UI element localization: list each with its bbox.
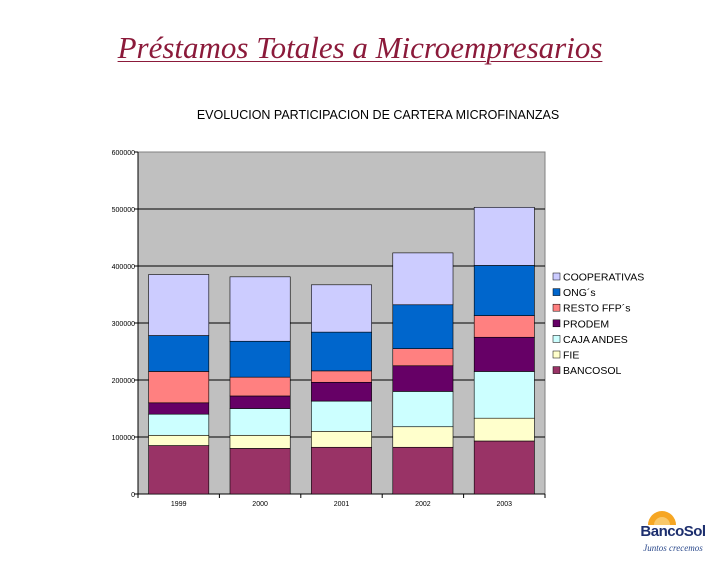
bancosol-logo: BancoSol Juntos crecemos: [630, 505, 716, 565]
x-tick-label-2000: 2000: [252, 501, 268, 508]
legend-label-bancosol: BANCOSOL: [563, 365, 622, 377]
y-tick-label: 200000: [112, 378, 135, 385]
legend-label-caja-andes: CAJA ANDES: [563, 334, 628, 346]
bar-segment-bancosol-2001: [311, 446, 372, 495]
legend-box: [549, 267, 659, 383]
bar-segment-cooperativas-2000: [229, 276, 291, 342]
legend-label-resto-ffp-s: RESTO FFP´s: [563, 303, 630, 315]
bar-segment-ong-s-1999: [148, 335, 210, 372]
logo-slogan: Juntos crecemos: [643, 543, 703, 553]
bar-segment-resto-ffp-s-2002: [392, 348, 454, 367]
x-tick-label-2003: 2003: [497, 501, 513, 508]
bar-segment-resto-ffp-s-2000: [229, 376, 291, 397]
legend-label-cooperativas: COOPERATIVAS: [563, 272, 644, 284]
sun-icon: [648, 511, 676, 525]
slide-title: Préstamos Totales a Microempresarios: [117, 30, 603, 65]
bar-segment-bancosol-2002: [392, 446, 454, 495]
bar-segment-ong-s-2003: [473, 265, 535, 316]
x-tick-label-1999: 1999: [171, 501, 187, 508]
y-tick-label: 400000: [112, 264, 135, 271]
bar-segment-cooperativas-2003: [473, 206, 535, 266]
legend-label-fie: FIE: [563, 350, 579, 362]
bar-segment-fie-2000: [229, 434, 291, 449]
chart-title: EVOLUCION PARTICIPACION DE CARTERA MICRO…: [196, 108, 560, 122]
legend-swatch-prodem: [552, 319, 561, 328]
legend-swatch-resto-ffp-s: [552, 303, 561, 312]
bar-segment-fie-1999: [148, 434, 210, 446]
bar-segment-fie-2001: [311, 430, 372, 448]
bar-segment-cooperativas-2002: [392, 252, 454, 306]
legend-label-prodem: PRODEM: [563, 318, 609, 330]
bar-segment-caja-andes-2003: [473, 371, 535, 419]
bar-segment-fie-2003: [473, 417, 535, 442]
x-tick-label-2001: 2001: [334, 501, 350, 508]
bar-segment-caja-andes-2001: [311, 400, 372, 432]
legend-swatch-cooperativas: [552, 272, 561, 281]
legend-swatch-ong-s: [552, 288, 561, 296]
bar-segment-prodem-2001: [311, 381, 372, 402]
y-tick-label: 100000: [112, 435, 135, 442]
bar-segment-prodem-2000: [229, 395, 291, 409]
bar-segment-resto-ffp-s-2001: [311, 370, 372, 383]
bar-segment-ong-s-2002: [392, 304, 454, 349]
bar-segment-prodem-1999: [148, 402, 210, 415]
legend-swatch-fie: [552, 350, 561, 359]
legend-label-ong-s: ONG´s: [563, 287, 596, 299]
bar-segment-cooperativas-2001: [311, 284, 372, 333]
bar-segment-prodem-2003: [473, 336, 535, 372]
y-tick-label: 0: [131, 492, 135, 499]
legend-swatch-bancosol: [552, 366, 561, 374]
bar-segment-ong-s-2001: [311, 331, 372, 372]
bar-segment-bancosol-1999: [148, 445, 210, 495]
bar-segment-resto-ffp-s-1999: [148, 371, 210, 404]
bar-segment-caja-andes-2002: [392, 391, 454, 428]
bar-segment-resto-ffp-s-2003: [473, 315, 535, 338]
bar-segment-fie-2002: [392, 426, 454, 448]
y-tick-label: 500000: [112, 207, 135, 214]
y-tick-label: 300000: [112, 321, 135, 328]
legend-swatch-caja-andes: [552, 335, 561, 343]
bar-segment-cooperativas-1999: [148, 274, 210, 336]
bar-segment-caja-andes-1999: [148, 413, 210, 436]
bar-segment-caja-andes-2000: [229, 408, 291, 436]
y-tick-label: 600000: [112, 150, 135, 157]
logo-name: BancoSol: [640, 523, 706, 540]
bar-segment-prodem-2002: [392, 365, 454, 392]
bar-segment-bancosol-2003: [473, 440, 535, 495]
bar-segment-bancosol-2000: [229, 448, 291, 495]
bar-segment-ong-s-2000: [229, 340, 291, 378]
x-tick-label-2002: 2002: [415, 501, 431, 508]
